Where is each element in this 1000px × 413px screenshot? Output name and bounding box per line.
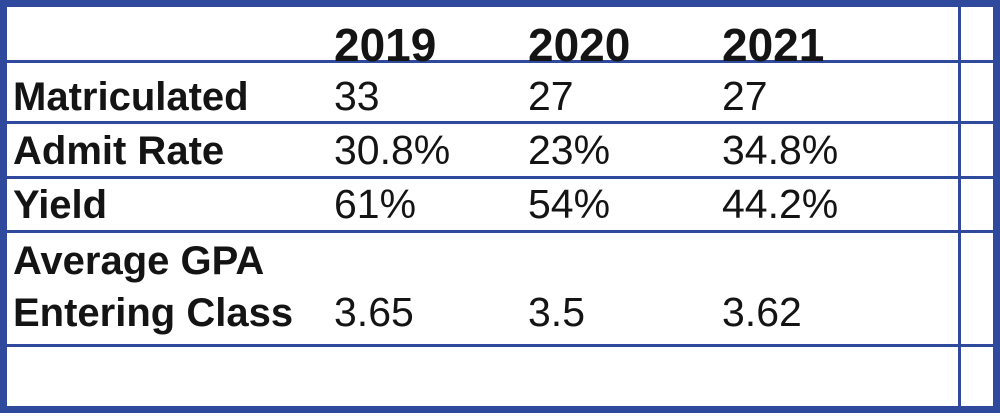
- table-cell: 3.62: [722, 289, 802, 335]
- row-divider: [7, 176, 993, 179]
- column-header-2020: 2020: [528, 19, 631, 71]
- table-cell: 30.8%: [334, 127, 451, 173]
- column-header-2021: 2021: [722, 19, 825, 71]
- row-divider: [7, 121, 993, 124]
- row-label-average-gpa: Average GPA: [13, 239, 265, 283]
- table-cell: 23%: [528, 127, 611, 173]
- table-cell: 61%: [334, 181, 417, 227]
- row-label-yield: Yield: [13, 183, 108, 227]
- row-label-admit-rate: Admit Rate: [13, 129, 225, 173]
- column-header-2019: 2019: [334, 19, 437, 71]
- table-cell: 33: [334, 73, 380, 119]
- table-cell: 3.65: [334, 289, 414, 335]
- row-label-entering-class: Entering Class: [13, 291, 294, 335]
- column-divider: [958, 7, 961, 406]
- table-cell: 27: [528, 73, 574, 119]
- table-cell: 54%: [528, 181, 611, 227]
- table-cell: 34.8%: [722, 127, 839, 173]
- row-divider: [7, 230, 993, 233]
- row-divider: [7, 60, 993, 63]
- table-cell: 44.2%: [722, 181, 839, 227]
- table-cell: 27: [722, 73, 768, 119]
- row-divider: [7, 344, 993, 347]
- row-label-matriculated: Matriculated: [13, 75, 249, 119]
- table-cell: 3.5: [528, 289, 585, 335]
